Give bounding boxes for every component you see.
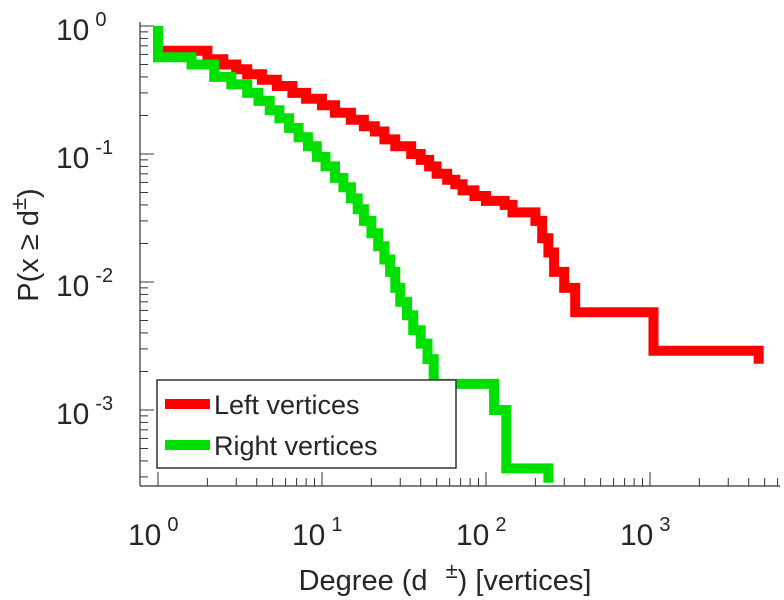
x-tick-label: 10 3 [620, 514, 671, 552]
x-tick-label: 10 2 [456, 514, 507, 552]
x-tick-label: 10 1 [292, 514, 343, 552]
y-tick-label: 10 0 [56, 9, 107, 47]
x-tick-label: 10 0 [128, 514, 179, 552]
series-right-vertices [153, 26, 554, 483]
y-tick-label: 10 -3 [56, 393, 113, 431]
minor-ticks [140, 25, 779, 486]
legend-box [156, 379, 457, 469]
axes [139, 22, 780, 487]
legend: Left vertices Right vertices [156, 379, 457, 469]
tick-labels: 10 0 10 1 10 2 10 3 10 0 10 -1 10 -2 10 -3 [56, 9, 671, 552]
plot-series [153, 26, 764, 483]
y-tick-label: 10 -1 [56, 137, 113, 175]
legend-label-right: Right vertices [214, 431, 378, 461]
series-left-vertices [153, 26, 764, 364]
y-tick-label: 10 -2 [56, 265, 113, 303]
legend-label-left: Left vertices [214, 390, 360, 420]
x-axis-label: Degree (d ±) [vertices] [299, 558, 592, 597]
y-axis-label: P(x ≥ d±) [6, 188, 45, 301]
